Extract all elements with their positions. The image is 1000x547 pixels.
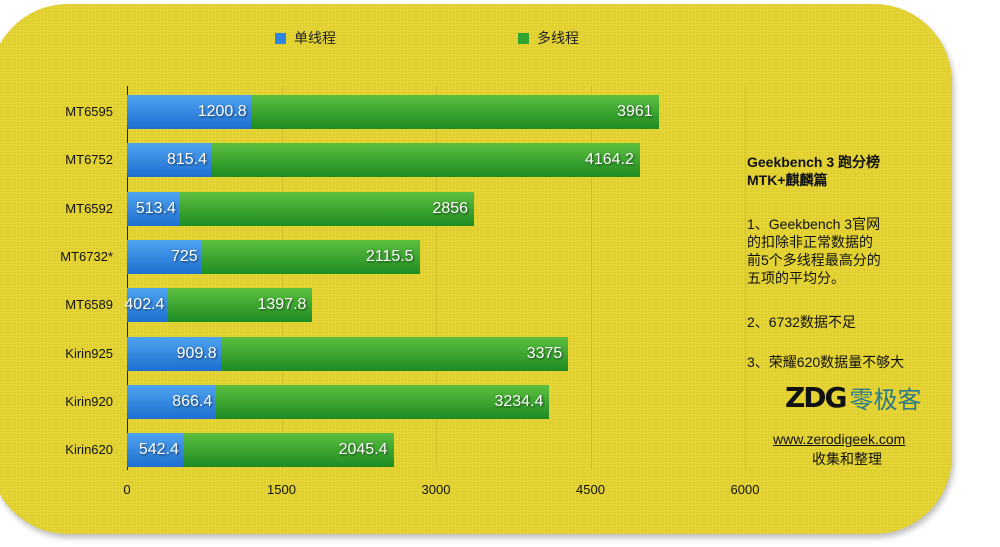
x-tick-label: 1500 bbox=[267, 482, 296, 497]
legend-single: 单线程 bbox=[275, 28, 336, 48]
note-3: 3、荣耀620数据量不够大 bbox=[747, 354, 905, 370]
bar-single bbox=[127, 191, 180, 226]
legend-label: 单线程 bbox=[294, 30, 336, 46]
bar-single bbox=[127, 336, 221, 371]
note-subtitle: MTK+麒麟篇 bbox=[747, 172, 828, 188]
value-multi: 3234.4 bbox=[494, 392, 544, 410]
bar-single bbox=[127, 288, 169, 323]
legend-multi: 多线程 bbox=[518, 28, 579, 48]
bar-single bbox=[127, 143, 211, 178]
value-single: 513.4 bbox=[135, 199, 176, 217]
category-label: MT6752 bbox=[65, 152, 113, 168]
value-multi: 3961 bbox=[617, 103, 653, 120]
bar-multi bbox=[210, 143, 640, 178]
note-1-line: 前5个多线程最高分的 bbox=[747, 252, 881, 268]
value-single: 815.4 bbox=[166, 151, 207, 169]
x-tick-label: 4500 bbox=[576, 482, 605, 497]
bar-multi bbox=[168, 288, 313, 323]
value-single: 1200.8 bbox=[197, 103, 247, 120]
category-label: Kirin620 bbox=[65, 442, 113, 458]
value-multi: 3375 bbox=[526, 344, 563, 362]
category-label: Kirin925 bbox=[65, 345, 113, 361]
x-tick-label: 3000 bbox=[421, 482, 451, 497]
bar-multi bbox=[201, 239, 420, 274]
value-multi: 1397.8 bbox=[257, 296, 307, 314]
category-label: Kirin920 bbox=[65, 393, 113, 409]
bar-single bbox=[127, 95, 251, 129]
legend-label: 多线程 bbox=[537, 30, 579, 46]
note-1-line: 五项的平均分。 bbox=[747, 270, 845, 286]
legend-swatch-blue bbox=[275, 32, 286, 44]
y-axis-line bbox=[127, 86, 128, 470]
x-tick-label: 0 bbox=[123, 482, 131, 497]
bar-multi bbox=[216, 384, 550, 419]
gridline bbox=[281, 86, 283, 470]
bar-multi bbox=[250, 95, 659, 129]
logo-name: 零极客 bbox=[849, 387, 922, 414]
x-tick-label: 6000 bbox=[730, 482, 760, 497]
value-multi: 2045.4 bbox=[338, 441, 388, 459]
bar-multi bbox=[182, 433, 394, 468]
gridline bbox=[436, 86, 437, 470]
category-label: MT6732* bbox=[60, 248, 113, 264]
bar-single bbox=[127, 239, 202, 274]
value-single: 402.4 bbox=[124, 296, 165, 314]
zdg-logo: ZDG 零极客 bbox=[785, 380, 922, 415]
logo-mark-icon: ZDG bbox=[785, 381, 848, 414]
value-multi: 2856 bbox=[432, 199, 469, 217]
category-label: MT6592 bbox=[65, 200, 113, 216]
value-single: 542.4 bbox=[138, 441, 179, 459]
note-2: 2、6732数据不足 bbox=[747, 314, 856, 330]
gridline bbox=[590, 86, 592, 470]
gridline bbox=[745, 86, 746, 470]
value-single: 866.4 bbox=[172, 392, 213, 410]
value-multi: 4164.2 bbox=[584, 151, 634, 169]
value-single: 725 bbox=[170, 247, 198, 265]
bar-multi bbox=[220, 336, 569, 371]
note-title: Geekbench 3 跑分榜 bbox=[747, 154, 881, 170]
bar-multi bbox=[179, 191, 475, 226]
value-single: 909.8 bbox=[176, 344, 217, 362]
value-multi: 2115.5 bbox=[365, 247, 414, 265]
bar-single bbox=[127, 384, 217, 419]
note-1-line: 的扣除非正常数据的 bbox=[747, 234, 873, 250]
note-1-line: 1、Geekbench 3官网 bbox=[747, 216, 881, 232]
credit-text: 收集和整理 bbox=[812, 451, 882, 467]
category-label: MT6589 bbox=[65, 297, 113, 313]
site-link[interactable]: www.zerodigeek.com bbox=[773, 431, 906, 447]
category-label: MT6595 bbox=[65, 104, 113, 119]
bar-single bbox=[127, 433, 183, 468]
legend-swatch-green bbox=[518, 32, 529, 44]
